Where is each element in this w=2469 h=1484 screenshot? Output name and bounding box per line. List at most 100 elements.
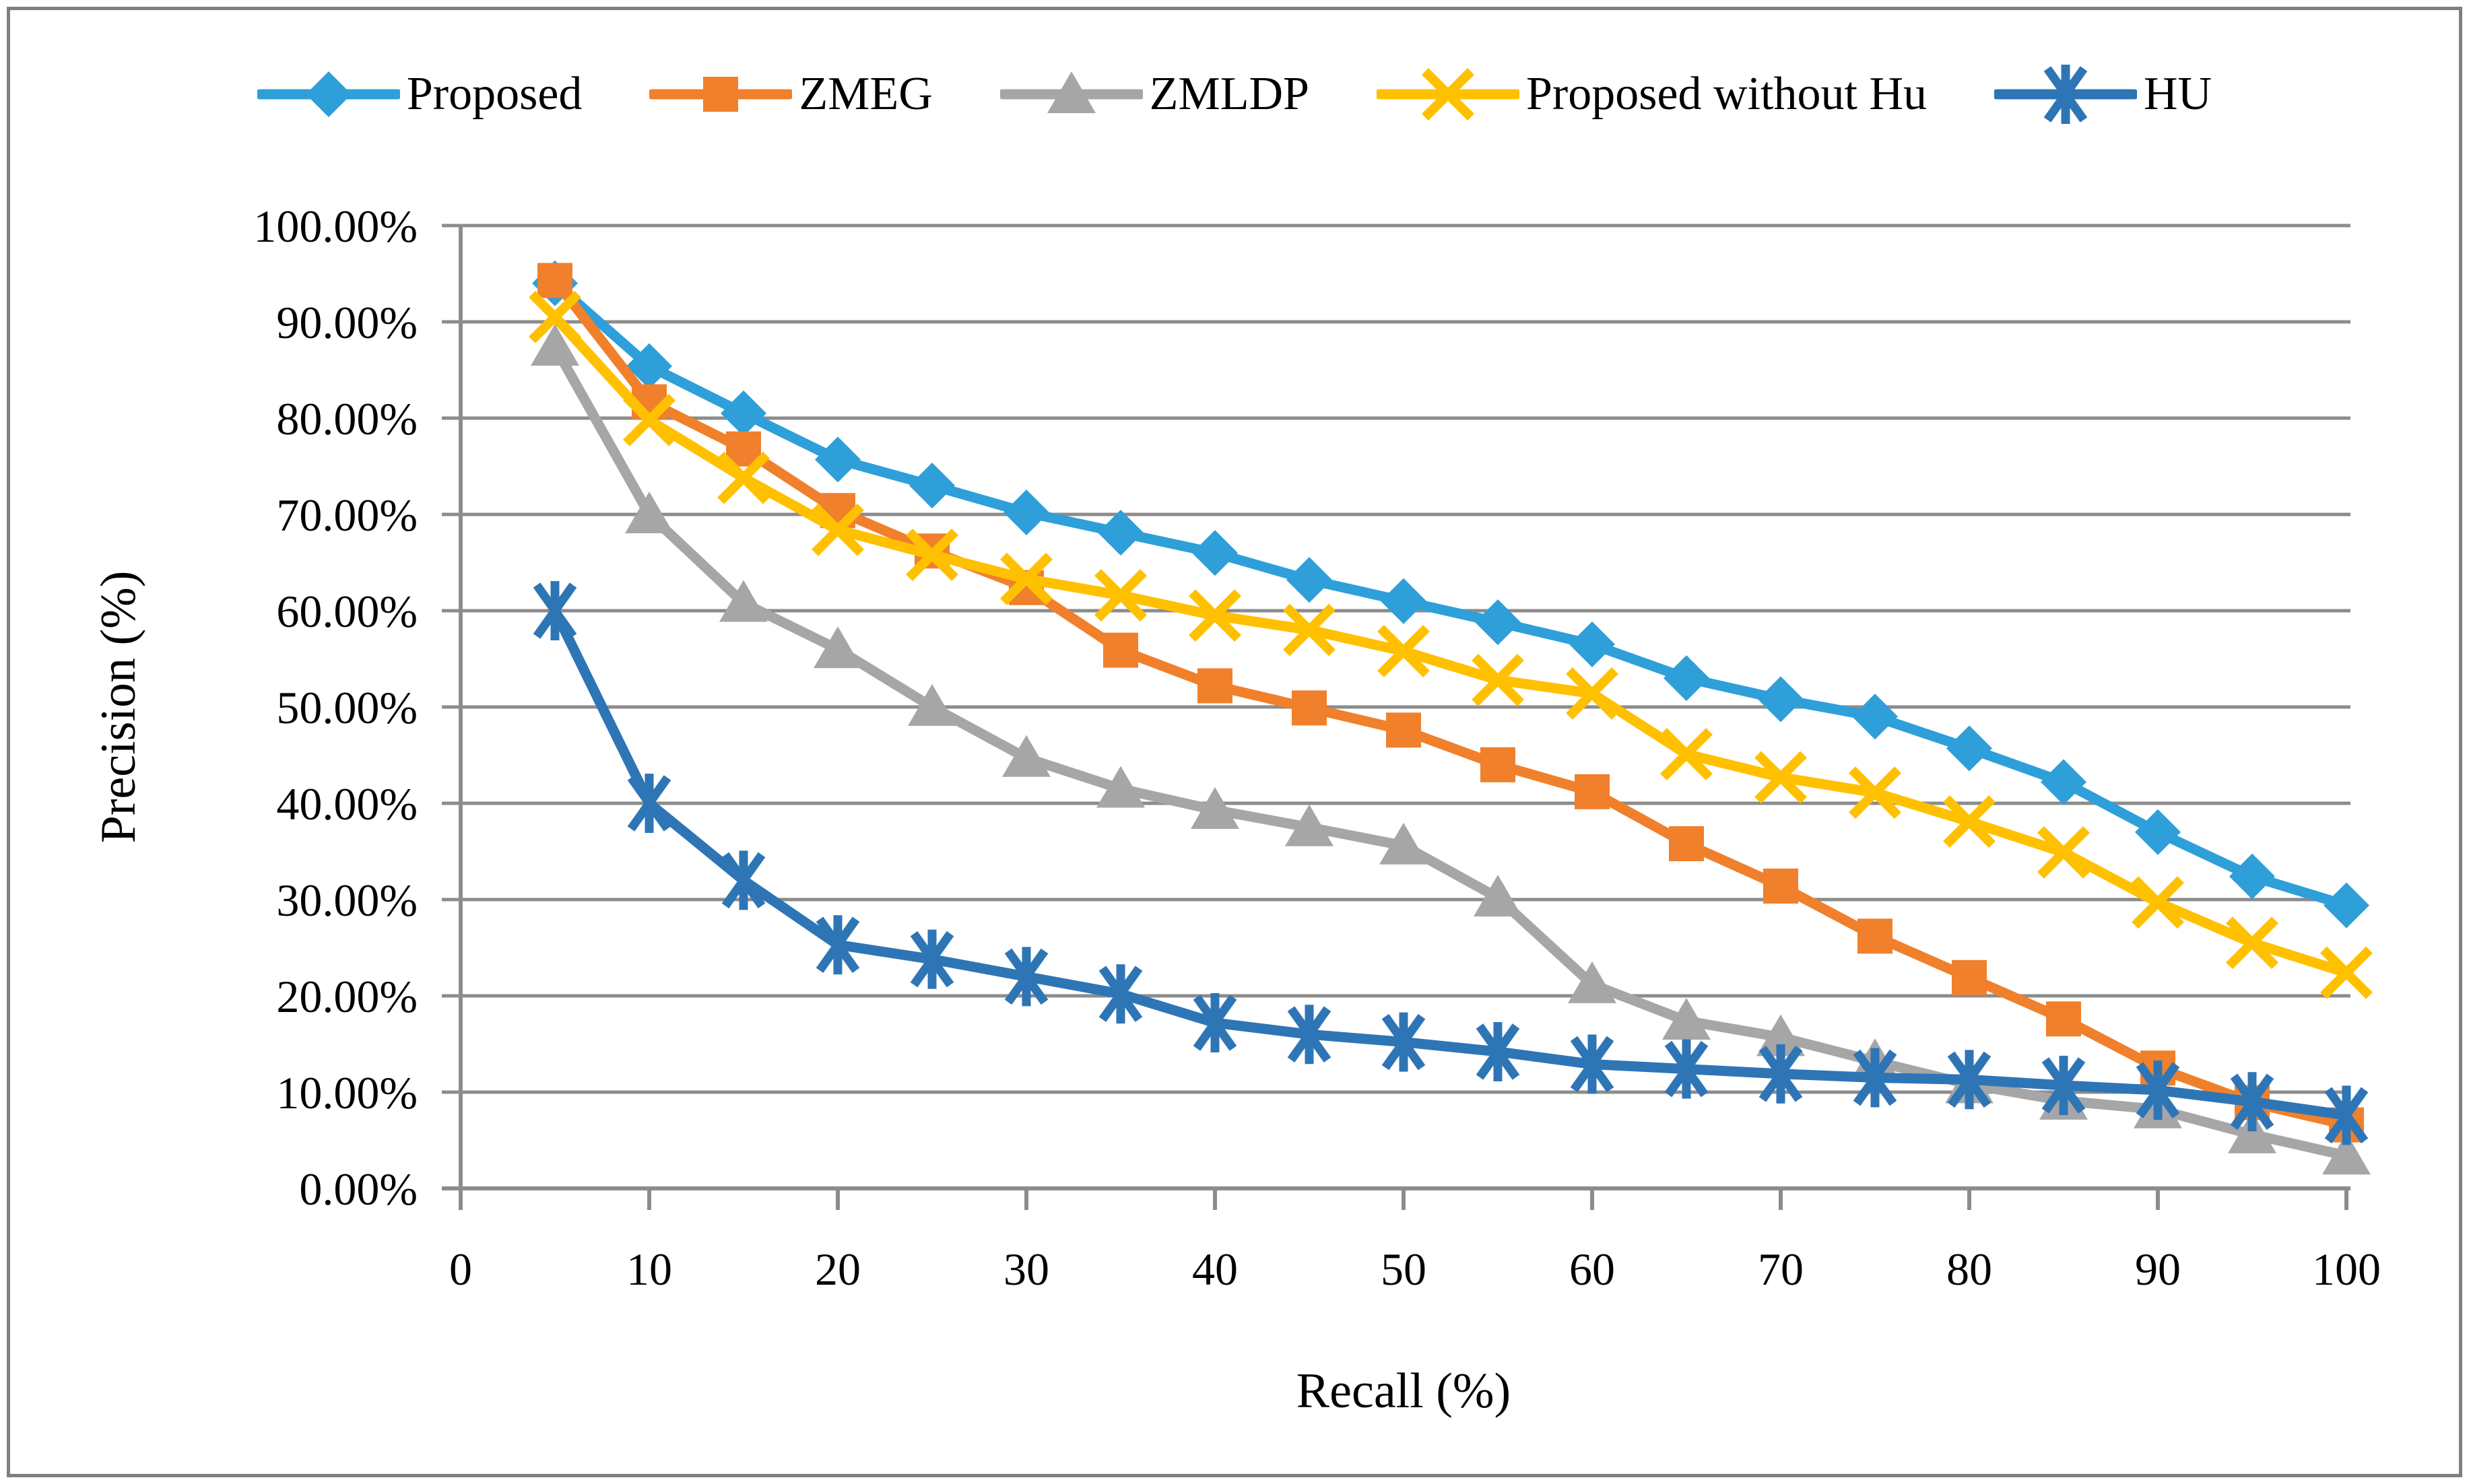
x-tick-label: 40 — [1192, 1244, 1238, 1295]
x-tick-label: 70 — [1758, 1244, 1804, 1295]
data-point-zmldp — [1662, 998, 1711, 1040]
y-tick-label: 90.00% — [276, 297, 418, 348]
proposed-without-hu-line-marker-icon — [1377, 68, 1519, 121]
data-point-zmldp — [1002, 735, 1051, 777]
data-point-zmldp — [1096, 766, 1145, 808]
series-hu — [533, 581, 2369, 1145]
data-point-zmldp — [531, 324, 579, 366]
data-point-hu — [1664, 1039, 1709, 1099]
data-point-hu — [1098, 964, 1143, 1024]
data-point-hu — [1570, 1034, 1614, 1094]
data-point-zmldp — [1285, 804, 1334, 846]
data-point-proposed-without-hu — [1283, 603, 1336, 656]
x-tick-label: 0 — [449, 1244, 472, 1295]
data-point-proposed — [1852, 694, 1898, 740]
data-point-hu — [721, 850, 766, 910]
x-tick-label: 90 — [2135, 1244, 2181, 1295]
x-tick-label: 10 — [626, 1244, 672, 1295]
zmeg-line-marker-icon — [649, 77, 793, 112]
data-point-hu — [1193, 993, 1237, 1053]
data-point-zmeg — [1857, 918, 1892, 954]
data-point-proposed — [1946, 725, 1992, 772]
data-point-proposed-without-hu — [623, 393, 676, 446]
data-point-zmeg — [1197, 668, 1232, 704]
y-tick-label: 0.00% — [299, 1163, 418, 1215]
data-point-hu — [2324, 1085, 2369, 1145]
y-tick-label: 60.00% — [276, 586, 418, 637]
data-point-zmldp — [2228, 1111, 2276, 1153]
data-point-proposed — [2324, 882, 2369, 929]
legend-label: ZMLDP — [1149, 68, 1309, 120]
data-point-zmeg — [2046, 1001, 2081, 1037]
series-line-zmeg — [550, 275, 2352, 1131]
data-point-proposed — [1381, 578, 1426, 624]
data-point-hu — [2230, 1072, 2274, 1132]
y-tick-label: 80.00% — [276, 393, 418, 444]
y-tick-label: 50.00% — [276, 682, 418, 733]
data-point-zmldp — [1191, 787, 1239, 830]
zmldp-line-marker-icon — [999, 71, 1143, 113]
legend-marker-glyph — [2043, 65, 2088, 124]
data-point-zmldp — [1474, 875, 1522, 917]
series-layer — [529, 260, 2373, 1175]
data-point-proposed — [1192, 530, 1238, 576]
legend-label: HU — [2144, 68, 2212, 120]
data-point-zmeg — [1669, 826, 1704, 862]
y-tick-label: 40.00% — [276, 778, 418, 830]
data-point-zmeg — [1103, 632, 1138, 668]
data-point-proposed-without-hu — [1094, 569, 1147, 622]
data-point-zmldp — [814, 626, 862, 669]
data-point-proposed-without-hu — [2132, 876, 2184, 929]
data-point-zmldp — [719, 580, 768, 622]
data-point-proposed-without-hu — [529, 290, 581, 343]
data-point-proposed — [1664, 655, 1709, 702]
data-point-hu — [1381, 1012, 1426, 1072]
y-tick-label: 70.00% — [276, 490, 418, 541]
y-axis-title: Precision (%) — [91, 571, 146, 844]
x-tick-label: 20 — [815, 1244, 861, 1295]
series-line-proposed-without-hu — [550, 312, 2352, 978]
x-tick-label: 60 — [1569, 1244, 1615, 1295]
series-line-hu — [550, 605, 2352, 1120]
x-tick-label: 50 — [1381, 1244, 1426, 1295]
x-tick-label: 100 — [2312, 1244, 2381, 1295]
data-point-hu — [910, 929, 954, 989]
data-point-proposed-without-hu — [1472, 654, 1524, 706]
data-point-proposed-without-hu — [1660, 728, 1713, 781]
data-point-proposed — [2041, 759, 2086, 805]
data-point-proposed — [721, 390, 766, 436]
data-point-hu — [1004, 947, 1049, 1007]
legend-item-zmldp: ZMLDP — [999, 59, 1309, 129]
hu-line-marker-icon — [1994, 65, 2137, 124]
legend-label: Proposed without Hu — [1526, 68, 1927, 120]
data-point-proposed-without-hu — [1377, 625, 1430, 678]
data-point-proposed-without-hu — [812, 503, 864, 556]
data-point-hu — [2041, 1055, 2086, 1115]
data-point-hu — [816, 915, 860, 975]
data-point-proposed-without-hu — [1000, 552, 1053, 605]
data-point-proposed-without-hu — [2226, 916, 2278, 970]
series-proposed-without-hu — [529, 290, 2373, 999]
data-point-zmeg — [1575, 774, 1610, 809]
legend-marker-glyph — [1047, 71, 1096, 113]
data-point-zmeg — [1292, 690, 1327, 726]
data-point-hu — [1758, 1044, 1803, 1104]
tick-labels-layer: 0.00% 10.00% 20.00% 30.00% 40.00% 50.00% 60.00… — [253, 201, 2381, 1295]
data-point-hu — [1476, 1021, 1520, 1081]
data-point-zmeg — [537, 263, 572, 298]
series-line-proposed — [550, 278, 2352, 911]
data-point-hu — [1853, 1048, 1897, 1108]
x-axis-title: Recall (%) — [1296, 1363, 1511, 1419]
data-point-proposed-without-hu — [906, 529, 958, 582]
data-point-proposed — [2229, 853, 2275, 900]
x-tick-label: 30 — [1003, 1244, 1049, 1295]
data-point-proposed — [1003, 490, 1049, 536]
legend-item-hu: HU — [1994, 59, 2212, 129]
y-tick-label: 30.00% — [276, 875, 418, 926]
data-point-hu — [2136, 1060, 2180, 1120]
data-point-zmldp — [625, 492, 673, 533]
data-point-proposed — [815, 436, 861, 483]
legend-label: ZMEG — [799, 68, 933, 120]
data-point-proposed-without-hu — [1943, 795, 1996, 848]
